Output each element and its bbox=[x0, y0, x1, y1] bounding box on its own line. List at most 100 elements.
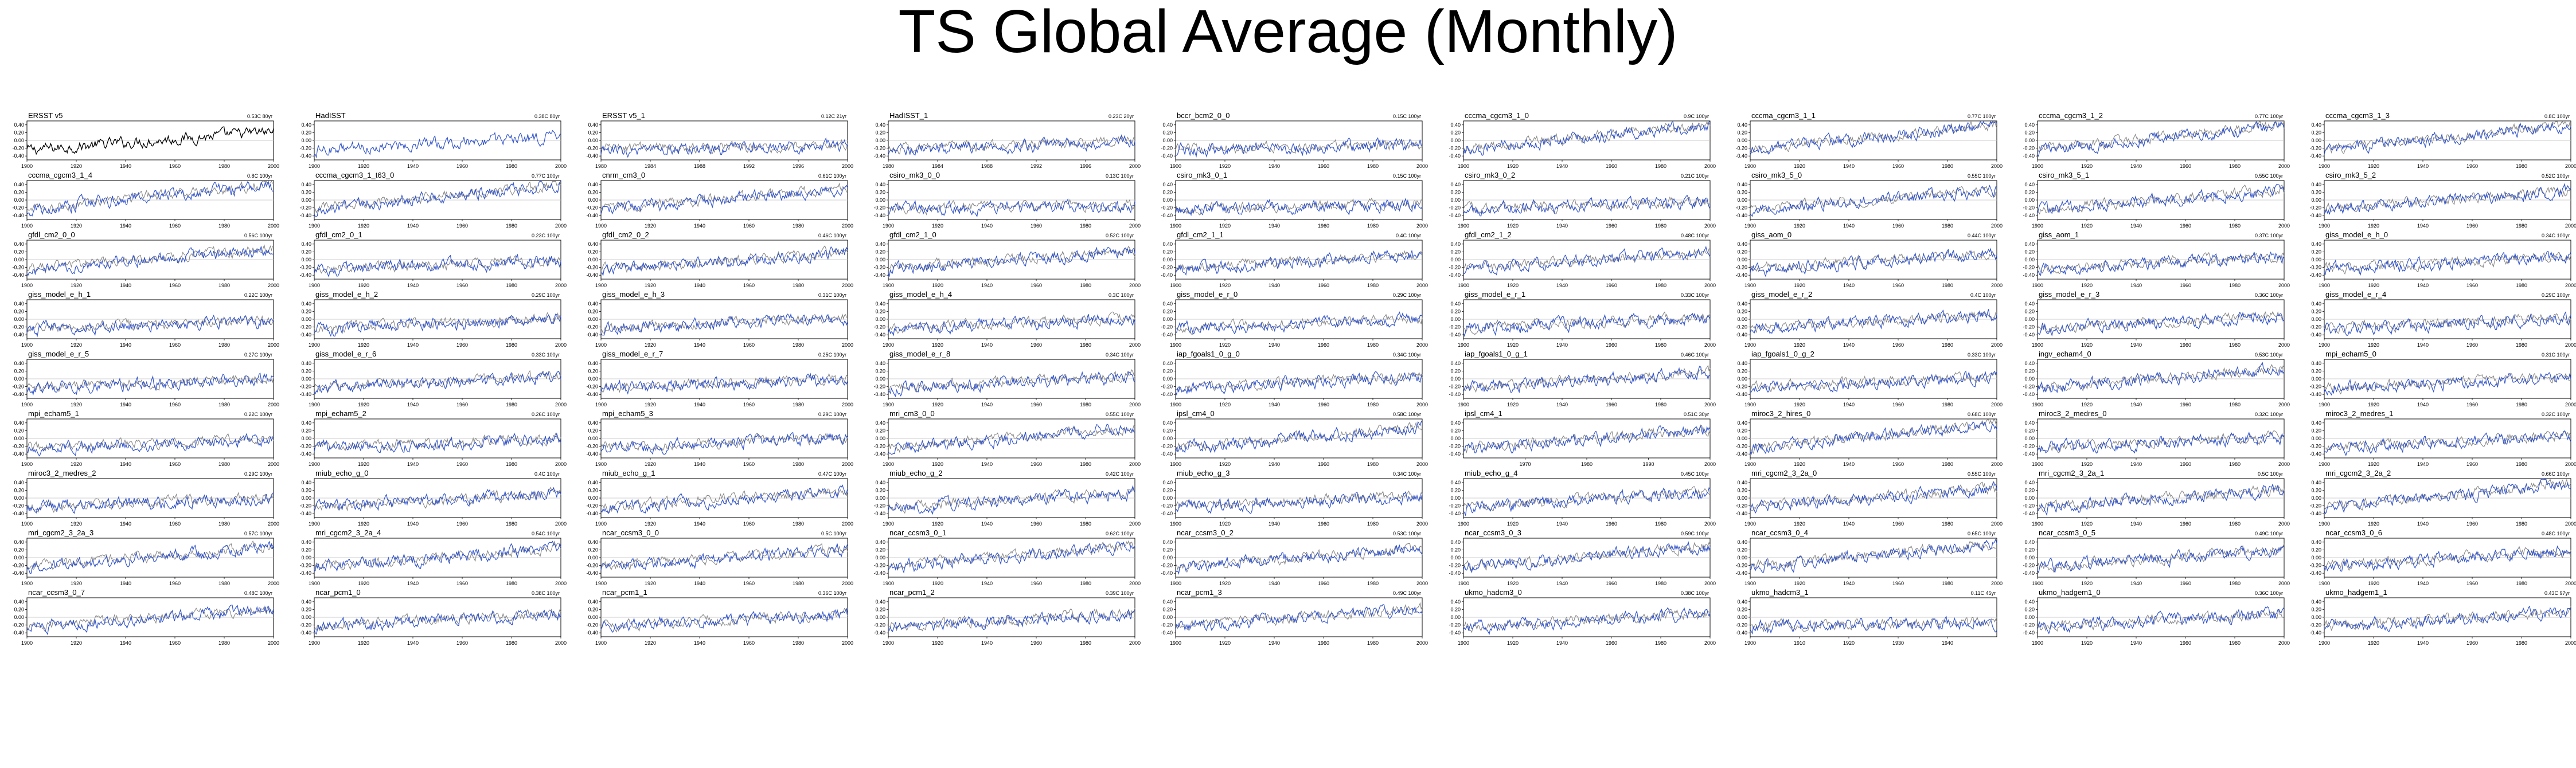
obs-series-line bbox=[1463, 248, 1711, 271]
panel-trend: 0.22C 100yr bbox=[244, 412, 272, 417]
x-tick-label: 2000 bbox=[842, 521, 853, 527]
y-tick-label: 0.40 bbox=[1737, 301, 1747, 307]
y-tick-label: -0.20 bbox=[586, 146, 598, 151]
obs-series-line bbox=[314, 254, 561, 274]
y-tick-label: 0.40 bbox=[588, 241, 598, 247]
x-tick-label: 1900 bbox=[2032, 521, 2043, 527]
y-tick-label: -0.40 bbox=[12, 630, 24, 636]
x-tick-label: 2000 bbox=[555, 402, 567, 407]
panel: ipsl_cm4_1 0.51C 30yr 0.40 0.20 0.00 -0.20 -0.… bbox=[1449, 409, 1716, 467]
x-tick-label: 1940 bbox=[694, 283, 705, 288]
x-tick-label: 1960 bbox=[169, 402, 181, 407]
x-tick-label: 2000 bbox=[1416, 163, 1428, 169]
y-tick-label: 0.40 bbox=[1737, 599, 1747, 605]
panel-label: giss_model_e_r_3 bbox=[2039, 290, 2099, 299]
y-tick-label: 0.00 bbox=[14, 495, 24, 501]
obs-series-line bbox=[26, 126, 274, 155]
panel-trend: 0.65C 100yr bbox=[1968, 531, 1996, 536]
x-tick-label: 1920 bbox=[1219, 402, 1231, 407]
x-tick-label: 1900 bbox=[883, 581, 894, 586]
x-tick-label: 1940 bbox=[120, 640, 131, 646]
panel-trend: 0.27C 100yr bbox=[244, 352, 272, 358]
x-tick-label: 1920 bbox=[1219, 640, 1231, 646]
y-tick-label: 0.40 bbox=[875, 599, 885, 605]
panel-label: ERSST v5 bbox=[28, 111, 63, 120]
model-series-line bbox=[26, 492, 274, 514]
x-tick-label: 2000 bbox=[1416, 640, 1428, 646]
obs-series-line bbox=[1463, 424, 1711, 454]
panel: ncar_pcm1_0 0.38C 100yr 0.400.20 0.00 -0.20 -… bbox=[299, 588, 567, 646]
x-tick-label: 1960 bbox=[1031, 521, 1042, 527]
model-series-line bbox=[2324, 430, 2571, 457]
y-tick-label: 0.00 bbox=[301, 495, 311, 501]
x-tick-label: 1920 bbox=[1219, 521, 1231, 527]
panel-trend: 0.62C 100yr bbox=[1106, 531, 1134, 536]
y-tick-label: 0.00 bbox=[2024, 555, 2035, 561]
x-tick-label: 1960 bbox=[743, 461, 755, 467]
x-tick-label: 2000 bbox=[1704, 163, 1716, 169]
x-tick-label: 2000 bbox=[1129, 163, 1141, 169]
x-tick-label: 1920 bbox=[2081, 402, 2093, 407]
x-tick-label: 1940 bbox=[407, 223, 419, 229]
x-tick-label: 1980 bbox=[2229, 581, 2241, 586]
y-tick-label: 0.00 bbox=[875, 257, 885, 262]
obs-series-line bbox=[1463, 311, 1711, 335]
panel: ipsl_cm4_0 0.58C 100yr 0.40 0.20 0.00 -0.20 -0… bbox=[1161, 409, 1428, 467]
panel-trend: 0.46C 100yr bbox=[1681, 352, 1709, 358]
model-series-line bbox=[1463, 607, 1711, 635]
model-series-line bbox=[1175, 311, 1423, 335]
x-tick-label: 1940 bbox=[120, 521, 131, 527]
y-tick-label: 0.40 bbox=[2311, 122, 2321, 128]
panel-trend: 0.12C 21yr bbox=[821, 113, 846, 119]
panel: giss_model_e_r_0 0.29C 100yr 0.400.20 0.00 -… bbox=[1161, 290, 1428, 348]
panel: ncar_ccsm3_0_1 0.62C 100yr 0.40 0.20 0.00 -0.… bbox=[873, 528, 1141, 586]
y-tick-label: -0.40 bbox=[1161, 153, 1173, 159]
x-tick-label: 1920 bbox=[1843, 640, 1855, 646]
x-tick-label: 1960 bbox=[1892, 461, 1904, 467]
panel-trend: 0.52C 100yr bbox=[2542, 173, 2570, 179]
obs-series-line bbox=[600, 182, 848, 213]
y-tick-label: 0.40 bbox=[1737, 480, 1747, 485]
x-tick-label: 1940 bbox=[407, 521, 419, 527]
y-tick-label: -0.40 bbox=[12, 153, 24, 159]
y-tick-label: -0.20 bbox=[586, 384, 598, 390]
model-series-line bbox=[888, 541, 1135, 574]
y-tick-label: 0.40 bbox=[301, 301, 311, 307]
y-tick-label: -0.40 bbox=[1449, 570, 1461, 576]
y-tick-label: 0.40 bbox=[14, 122, 24, 128]
x-tick-label: 1900 bbox=[2319, 461, 2330, 467]
obs-series-line bbox=[600, 488, 848, 514]
x-tick-label: 1920 bbox=[71, 521, 82, 527]
model-series-line bbox=[1463, 121, 1710, 156]
x-tick-label: 1940 bbox=[1556, 521, 1568, 527]
panel-trend: 0.4C 100yr bbox=[1396, 233, 1421, 238]
y-tick-label: 0.00 bbox=[875, 436, 885, 441]
y-tick-label: 0.40 bbox=[301, 361, 311, 366]
panel-trend: 0.53C 100yr bbox=[1393, 531, 1421, 536]
y-tick-label: -0.20 bbox=[1449, 146, 1461, 151]
y-tick-label: 0.40 bbox=[1162, 599, 1173, 605]
x-tick-label: 1900 bbox=[21, 581, 33, 586]
x-tick-label: 1960 bbox=[2180, 402, 2191, 407]
model-series-line bbox=[2037, 362, 2285, 394]
x-tick-label: 1900 bbox=[309, 581, 320, 586]
y-tick-label: -0.40 bbox=[1161, 391, 1173, 397]
panel-label: ukmo_hadgem1_1 bbox=[2325, 588, 2387, 597]
x-tick-label: 1980 bbox=[506, 521, 517, 527]
y-tick-label: 0.00 bbox=[1737, 138, 1747, 143]
x-tick-label: 1996 bbox=[793, 163, 804, 169]
model-series-line bbox=[1175, 249, 1423, 276]
x-tick-label: 1960 bbox=[1318, 640, 1329, 646]
x-tick-label: 1960 bbox=[456, 581, 468, 586]
y-tick-label: -0.20 bbox=[1449, 324, 1461, 330]
x-tick-label: 1980 bbox=[218, 342, 230, 348]
y-tick-label: 0.20 bbox=[1162, 249, 1173, 254]
x-tick-label: 1960 bbox=[2180, 521, 2191, 527]
panel-trend: 0.36C 100yr bbox=[2255, 590, 2283, 596]
y-tick-label: -0.40 bbox=[12, 451, 24, 457]
x-tick-label: 1960 bbox=[2466, 342, 2478, 348]
x-tick-label: 1940 bbox=[694, 342, 705, 348]
y-tick-label: -0.20 bbox=[2023, 146, 2035, 151]
y-tick-label: -0.20 bbox=[1161, 622, 1173, 628]
y-tick-label: -0.40 bbox=[2023, 153, 2035, 159]
